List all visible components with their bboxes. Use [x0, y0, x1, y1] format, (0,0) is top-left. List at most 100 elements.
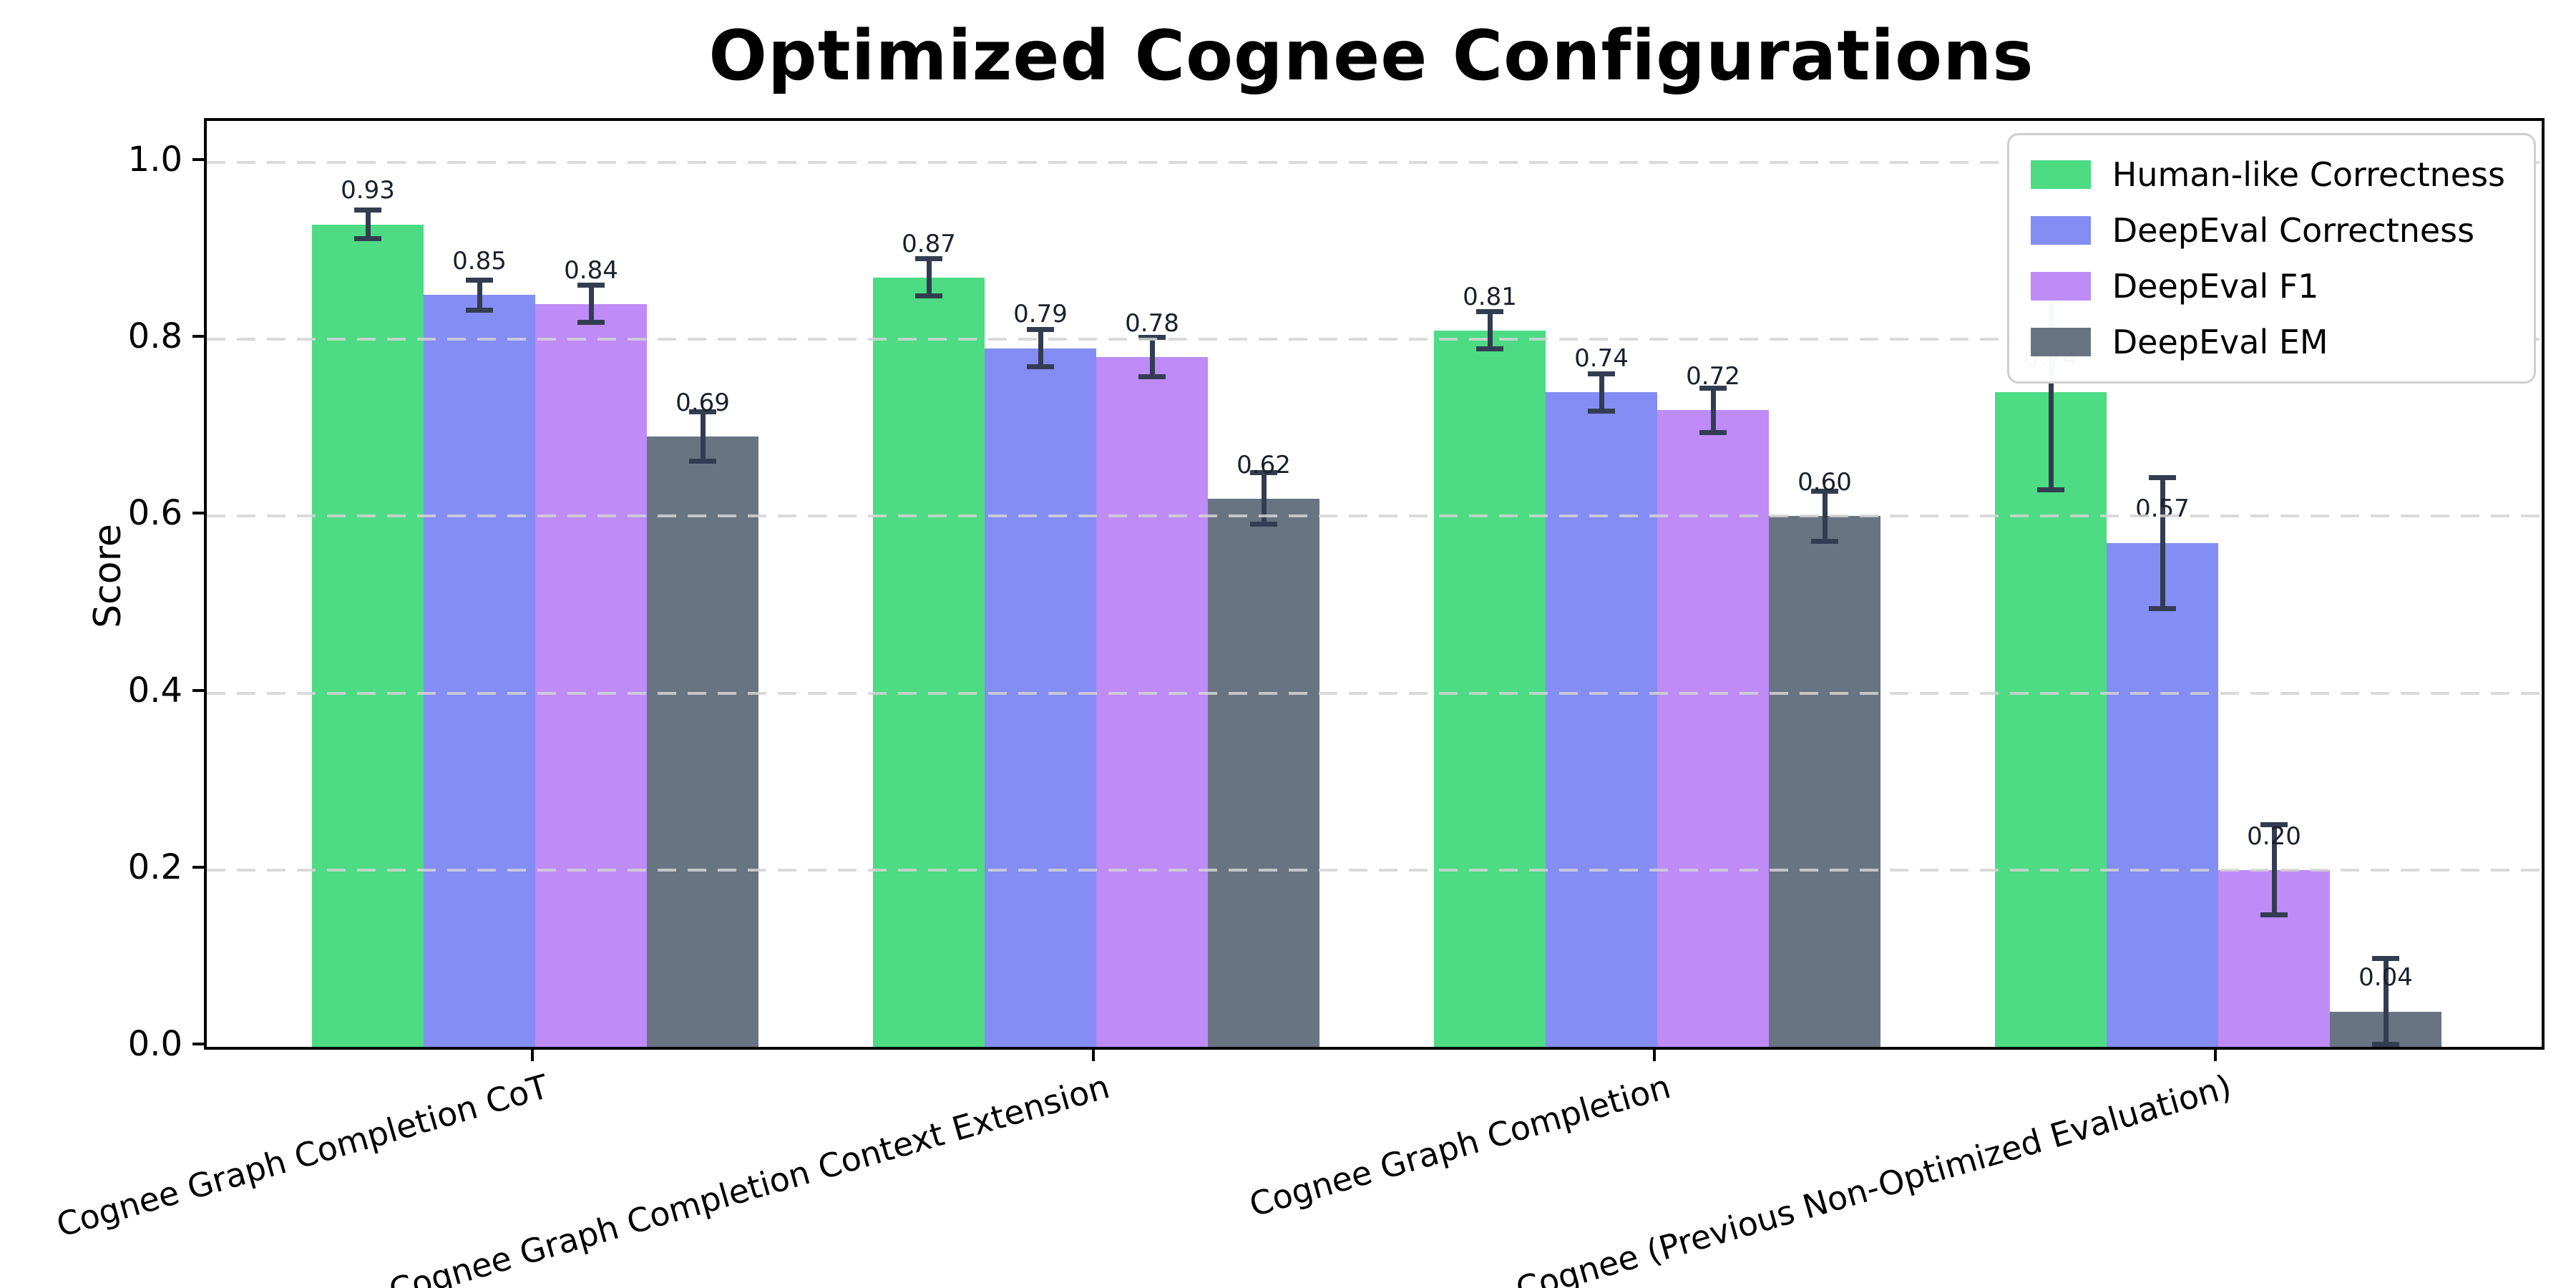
bar — [1434, 330, 1546, 1047]
y-tick-mark — [192, 1043, 204, 1045]
error-bar — [1822, 491, 1828, 542]
y-tick-label: 0.6 — [127, 493, 182, 534]
error-bar — [2383, 958, 2389, 1047]
y-tick-label: 0.0 — [127, 1024, 182, 1064]
error-bar-cap-bottom — [354, 235, 381, 241]
bar — [1995, 392, 2107, 1047]
bar-value-label: 0.74 — [1574, 344, 1629, 374]
bar-value-label: 0.87 — [902, 229, 956, 258]
legend-swatch — [2030, 160, 2091, 189]
legend-swatch — [2030, 216, 2091, 245]
y-tick-mark — [192, 512, 204, 515]
error-bar — [926, 258, 932, 296]
error-bar — [1599, 374, 1604, 411]
y-tick-mark — [192, 158, 204, 162]
legend-item: DeepEval F1 — [2030, 267, 2505, 306]
error-bar-cap-bottom — [1811, 538, 1838, 544]
bar-value-label: 0.93 — [341, 176, 395, 205]
bar-value-label: 0.72 — [1686, 361, 1740, 391]
bar — [1657, 410, 1769, 1047]
error-bar-cap-bottom — [1588, 408, 1615, 414]
bar-value-label: 0.57 — [2135, 494, 2190, 524]
bar — [1096, 357, 1208, 1047]
bar-group: 0.81 0.74 0.72 0.60 — [1434, 121, 1880, 1047]
error-bar-cap-top — [2149, 474, 2176, 480]
y-tick-mark — [192, 865, 204, 869]
bar-value-label: 0.60 — [1797, 468, 1852, 497]
error-bar — [2160, 477, 2165, 608]
legend: Human-like Correctness DeepEval Correctne… — [2006, 133, 2536, 384]
bar-value-label: 0.69 — [675, 389, 730, 418]
error-bar-cap-bottom — [1027, 364, 1054, 370]
error-bar-cap-bottom — [1138, 374, 1166, 379]
error-bar — [588, 285, 594, 323]
y-tick-mark — [192, 335, 204, 338]
legend-item: DeepEval Correctness — [2030, 211, 2505, 250]
legend-label: DeepEval F1 — [2112, 267, 2319, 306]
bar — [424, 295, 535, 1047]
y-tick-label: 1.0 — [127, 140, 182, 180]
bar-value-label: 0.79 — [1013, 300, 1068, 329]
error-bar-cap-top — [1250, 470, 1277, 476]
x-category-label: Cognee Graph Completion CoT — [52, 1067, 553, 1245]
y-axis-title: Score — [87, 524, 130, 628]
legend-swatch — [2030, 328, 2091, 356]
x-category-label: Cognee Graph Completion — [1245, 1067, 1675, 1224]
y-tick-label: 0.8 — [127, 316, 182, 357]
error-bar-cap-bottom — [689, 459, 716, 464]
y-tick-label: 0.4 — [127, 670, 182, 711]
error-bar-cap-top — [1138, 335, 1166, 341]
error-bar-cap-top — [2372, 955, 2399, 961]
error-bar-cap-bottom — [1476, 346, 1503, 352]
legend-item: DeepEval EM — [2030, 323, 2505, 361]
y-tick-mark — [192, 688, 204, 692]
bar-value-label: 0.20 — [2247, 821, 2301, 851]
legend-swatch — [2030, 272, 2091, 301]
error-bar-cap-bottom — [915, 293, 942, 299]
bar-value-label: 0.62 — [1236, 450, 1291, 479]
bar — [985, 348, 1096, 1047]
error-bar-cap-bottom — [466, 308, 493, 313]
error-bar-cap-top — [1476, 309, 1503, 315]
error-bar-cap-bottom — [1699, 429, 1727, 435]
chart-title: Optimized Cognee Configurations — [708, 16, 2034, 96]
legend-label: DeepEval EM — [2112, 323, 2328, 361]
bar-value-label: 0.78 — [1125, 308, 1179, 338]
error-bar-cap-top — [1027, 327, 1054, 333]
bar-value-label: 0.85 — [452, 247, 507, 276]
y-tick-label: 0.2 — [127, 847, 182, 887]
error-bar-cap-top — [915, 256, 942, 262]
legend-label: DeepEval Correctness — [2112, 211, 2475, 250]
bar-value-label: 0.81 — [1463, 282, 1517, 311]
x-tick-mark — [2214, 1047, 2217, 1061]
bar-group: 0.93 0.85 0.84 0.69 — [312, 121, 758, 1047]
error-bar-cap-bottom — [1250, 522, 1277, 527]
legend-label: Human-like Correctness — [2112, 155, 2505, 194]
bar — [312, 224, 424, 1047]
x-tick-mark — [1653, 1047, 1656, 1061]
error-bar — [1261, 472, 1267, 525]
error-bar — [1149, 337, 1155, 377]
error-bar-cap-bottom — [2037, 487, 2064, 492]
error-bar-cap-top — [577, 283, 605, 288]
legend-item: Human-like Correctness — [2030, 155, 2505, 194]
x-tick-mark — [1092, 1047, 1095, 1061]
error-bar-cap-top — [466, 277, 493, 283]
error-bar — [1487, 311, 1493, 349]
bar-value-label: 0.84 — [564, 255, 618, 285]
error-bar — [365, 210, 371, 239]
error-bar — [1710, 388, 1716, 433]
error-bar-cap-top — [2260, 822, 2288, 828]
bar — [873, 277, 985, 1047]
error-bar-cap-bottom — [577, 320, 605, 326]
error-bar — [700, 411, 706, 462]
error-bar — [477, 280, 482, 311]
bar-value-label: 0.04 — [2358, 963, 2413, 992]
error-bar-cap-top — [689, 409, 716, 415]
error-bar-cap-bottom — [2149, 605, 2176, 611]
error-bar — [2048, 295, 2054, 490]
error-bar-cap-bottom — [2372, 1042, 2399, 1047]
error-bar-cap-top — [1588, 371, 1615, 376]
error-bar — [1038, 329, 1043, 367]
